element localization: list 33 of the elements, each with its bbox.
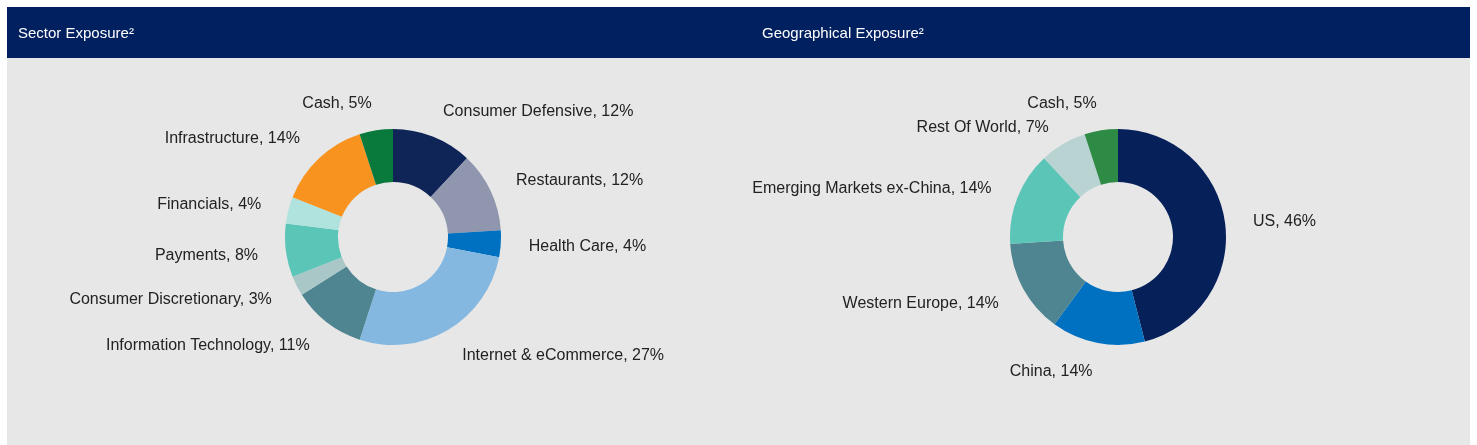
donut-slice	[292, 257, 347, 295]
chart-title: Sector Exposure²	[18, 24, 134, 41]
slice-label: Restaurants, 12%	[516, 170, 644, 188]
donut-slice	[1084, 129, 1118, 185]
slice-label: Cash, 5%	[302, 94, 372, 112]
donut-slice	[359, 129, 393, 185]
slice-label: Emerging Markets ex-China, 14%	[752, 178, 992, 196]
chart-title: Geographical Exposure²	[762, 24, 924, 41]
donut-slice	[447, 230, 501, 258]
slice-label: Infrastructure, 14%	[164, 129, 300, 147]
slice-label: Consumer Discretionary, 3%	[69, 290, 272, 308]
donut-slice	[285, 223, 342, 277]
slice-label: Western Europe, 14%	[842, 294, 999, 312]
slice-label: US, 46%	[1252, 211, 1317, 229]
donut-slice	[1118, 129, 1226, 342]
slice-label: Information Technology, 11%	[105, 336, 310, 354]
slice-label: Health Care, 4%	[528, 237, 647, 255]
slice-label: Rest Of World, 7%	[916, 118, 1049, 136]
donut-slice	[301, 266, 376, 340]
slice-label: Payments, 8%	[154, 245, 259, 263]
donut-slice	[359, 247, 500, 345]
donut-slice	[430, 158, 501, 234]
slice-label: Cash, 5%	[1027, 94, 1097, 112]
donut-slice	[285, 197, 342, 231]
donut-slice	[1044, 134, 1101, 197]
donut-slice	[1054, 281, 1145, 345]
slice-label: China, 14%	[1009, 362, 1093, 380]
slice-label: Consumer Defensive, 12%	[443, 102, 634, 120]
donut-slice	[1010, 158, 1081, 244]
donut-slice	[393, 129, 467, 197]
slice-label: Financials, 4%	[157, 194, 262, 212]
slice-label: Internet & eCommerce, 27%	[462, 345, 665, 363]
donut-slice	[1010, 240, 1086, 325]
